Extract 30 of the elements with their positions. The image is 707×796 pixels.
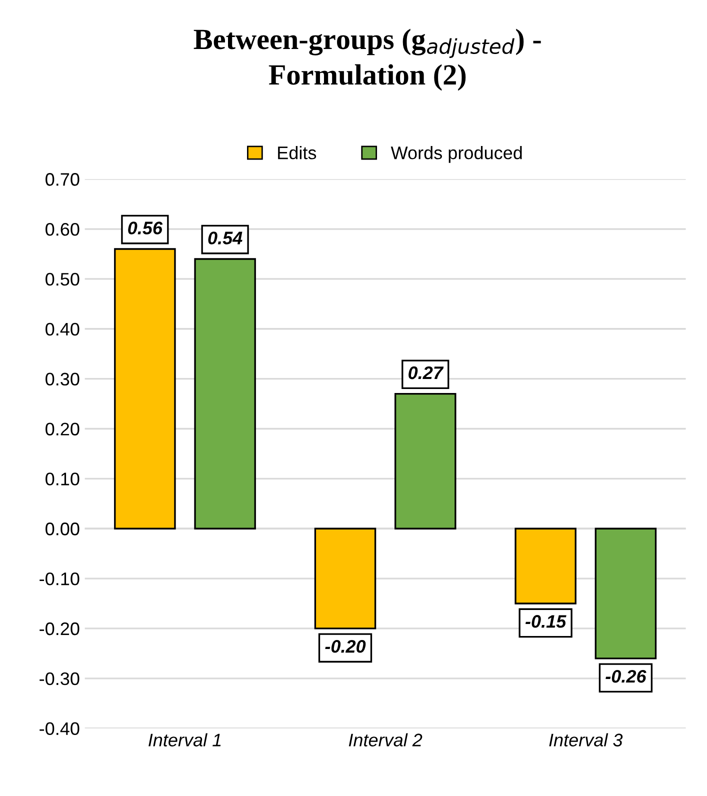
bar: [394, 392, 456, 530]
y-tick-label: 0.10: [46, 472, 80, 486]
bar: [594, 528, 657, 660]
bar: [314, 528, 376, 630]
y-tick-label: -0.20: [40, 622, 80, 636]
y-tick-label: -0.30: [40, 672, 80, 686]
y-tick-label: 0.50: [46, 272, 80, 286]
legend-label: Edits: [278, 146, 316, 160]
y-tick-label: 0.40: [46, 322, 80, 336]
data-label: -0.20: [325, 640, 366, 653]
y-tick-label: 0.30: [46, 372, 80, 386]
y-tick-label: -0.10: [40, 572, 80, 586]
y-tick-label: 0.60: [46, 222, 80, 236]
data-label: -0.26: [606, 670, 646, 683]
data-label: 0.54: [208, 232, 242, 244]
data-label: 0.27: [408, 366, 444, 380]
bar: [194, 258, 256, 530]
legend-label: Words produced: [390, 146, 522, 163]
y-tick-label: 0.00: [46, 522, 80, 536]
data-label: -0.15: [525, 615, 566, 628]
chart-title: Between-groups (g$_{adjusted}$) - Formulation (2): [194, 28, 541, 91]
bar: [514, 528, 576, 604]
bar: [114, 248, 176, 530]
x-tick-label: Interval 1: [148, 733, 221, 746]
y-tick-label: 0.20: [46, 422, 80, 436]
y-tick-label: 0.70: [46, 173, 80, 186]
y-tick-label: -0.40: [40, 722, 80, 736]
data-label: 0.56: [128, 222, 163, 234]
x-tick-label: Interval 3: [549, 733, 623, 746]
x-tick-label: Interval 2: [348, 733, 422, 746]
